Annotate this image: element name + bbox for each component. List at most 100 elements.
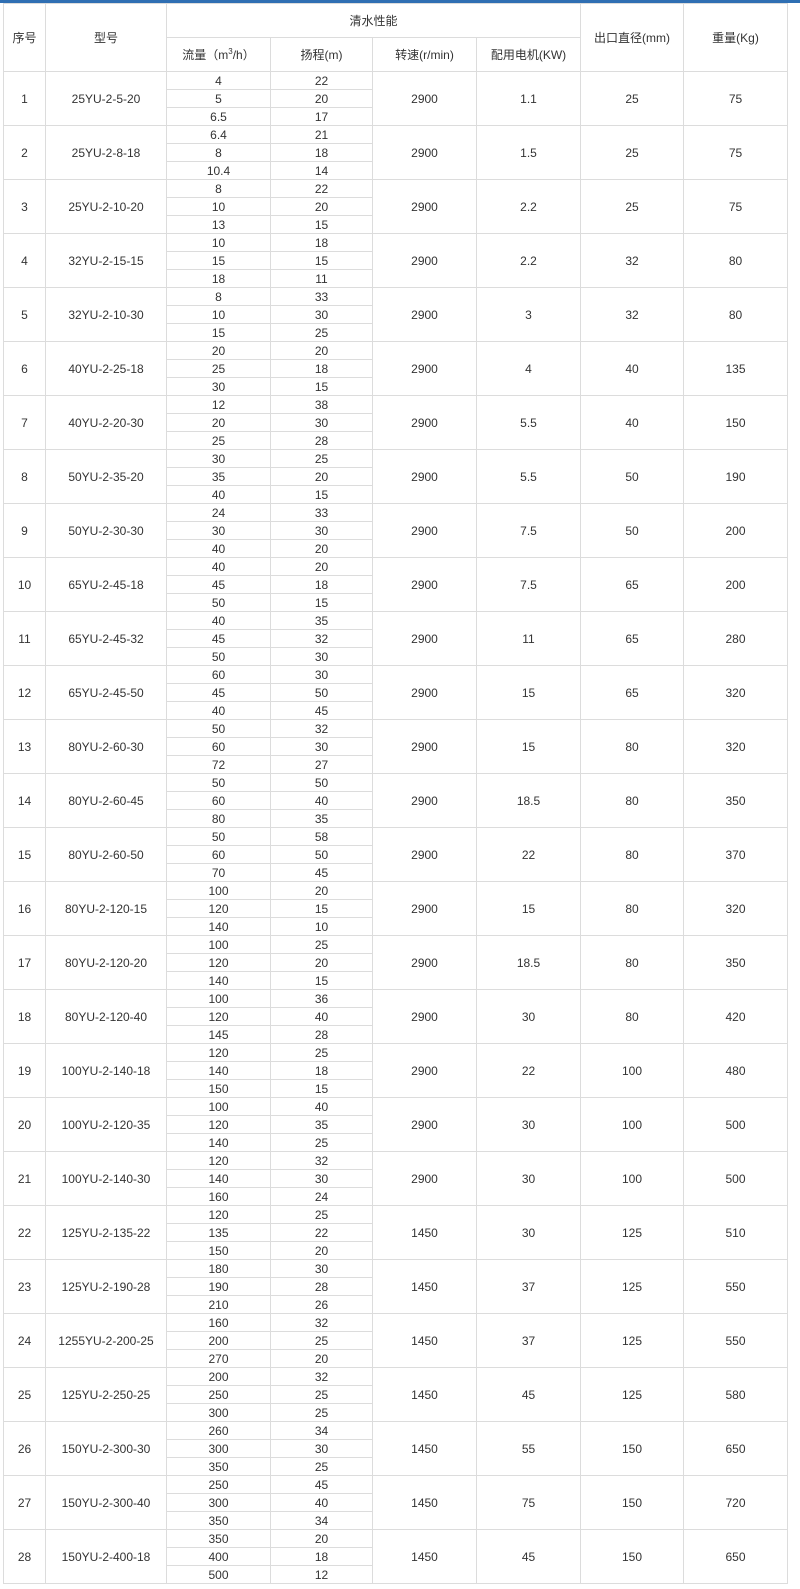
- flow-cell: 140: [166, 1169, 271, 1188]
- model-cell: 40YU-2-25-18: [45, 341, 167, 396]
- flow-cell: 160: [166, 1313, 271, 1332]
- weight-cell: 190: [683, 449, 789, 504]
- head-cell: 15: [270, 593, 373, 612]
- head-cell: 32: [270, 1151, 373, 1170]
- flow-cell: 25: [166, 359, 271, 378]
- head-cell: 18: [270, 143, 373, 162]
- speed-cell: 2900: [372, 1097, 477, 1152]
- row-number: 17: [3, 935, 46, 990]
- head-cell: 25: [270, 1457, 373, 1476]
- outlet-cell: 80: [580, 773, 685, 828]
- table-subrow: 190 28: [4, 1277, 788, 1296]
- weight-cell: 320: [683, 665, 789, 720]
- motor-cell: 30: [475, 1151, 582, 1206]
- outlet-cell: 65: [580, 611, 685, 666]
- outlet-cell: 150: [580, 1475, 685, 1530]
- flow-cell: 45: [166, 575, 271, 594]
- flow-cell: 270: [166, 1349, 271, 1368]
- outlet-cell: 125: [580, 1367, 685, 1422]
- head-cell: 30: [270, 413, 373, 432]
- speed-cell: 2900: [372, 503, 477, 558]
- model-cell: 25YU-2-10-20: [45, 179, 167, 234]
- table-subrow: 120 40: [4, 1007, 788, 1026]
- model-cell: 80YU-2-120-40: [45, 989, 167, 1044]
- table-subrow: 10.4 14: [4, 161, 788, 180]
- row-number: 16: [3, 881, 46, 936]
- flow-cell: 5: [166, 89, 271, 108]
- head-cell: 28: [270, 1025, 373, 1044]
- motor-cell: 11: [475, 611, 582, 666]
- header-head: 扬程(m): [270, 37, 373, 72]
- flow-cell: 120: [166, 1043, 271, 1062]
- speed-cell: 2900: [372, 287, 477, 342]
- flow-cell: 160: [166, 1187, 271, 1206]
- speed-cell: 2900: [372, 773, 477, 828]
- weight-cell: 350: [683, 773, 789, 828]
- head-cell: 30: [270, 737, 373, 756]
- flow-cell: 20: [166, 413, 271, 432]
- table-row: 4 32YU-2-15-15 10 18 2900 2.2 32 80: [3, 233, 789, 288]
- head-cell: 32: [270, 629, 373, 648]
- flow-cell: 300: [166, 1493, 271, 1512]
- flow-cell: 60: [166, 845, 271, 864]
- outlet-cell: 100: [580, 1151, 685, 1206]
- head-cell: 22: [270, 1223, 373, 1242]
- table-row: 17 80YU-2-120-20 100 25 2900 18.5 80 350: [3, 935, 789, 990]
- head-cell: 20: [270, 89, 373, 108]
- row-number: 26: [3, 1421, 46, 1476]
- row-number: 13: [3, 719, 46, 774]
- head-cell: 26: [270, 1295, 373, 1314]
- table-row: 6 40YU-2-25-18 20 20 2900 4 40 135: [3, 341, 789, 396]
- model-cell: 80YU-2-120-20: [45, 935, 167, 990]
- motor-cell: 45: [475, 1529, 582, 1584]
- table-subrow: 140 18: [4, 1061, 788, 1080]
- head-cell: 33: [270, 503, 373, 522]
- weight-cell: 75: [683, 179, 789, 234]
- table-subrow: 140 30: [4, 1169, 788, 1188]
- speed-cell: 2900: [372, 611, 477, 666]
- row-number: 7: [3, 395, 46, 450]
- head-cell: 20: [270, 197, 373, 216]
- table-subrow: 120 15: [4, 899, 788, 918]
- table-subrow: 210 26: [4, 1295, 788, 1314]
- weight-cell: 510: [683, 1205, 789, 1260]
- flow-cell: 350: [166, 1457, 271, 1476]
- motor-cell: 4: [475, 341, 582, 396]
- flow-cell: 40: [166, 557, 271, 576]
- row-number: 18: [3, 989, 46, 1044]
- flow-cell: 4: [166, 71, 271, 90]
- outlet-cell: 80: [580, 989, 685, 1044]
- head-cell: 30: [270, 305, 373, 324]
- head-cell: 18: [270, 1061, 373, 1080]
- head-cell: 25: [270, 323, 373, 342]
- model-cell: 125YU-2-135-22: [45, 1205, 167, 1260]
- model-cell: 125YU-2-190-28: [45, 1259, 167, 1314]
- weight-cell: 500: [683, 1097, 789, 1152]
- flow-cell: 30: [166, 377, 271, 396]
- weight-cell: 150: [683, 395, 789, 450]
- table-row: 28 150YU-2-400-18 350 20 1450 45 150 650: [3, 1529, 789, 1584]
- weight-cell: 420: [683, 989, 789, 1044]
- speed-cell: 1450: [372, 1259, 477, 1314]
- motor-cell: 15: [475, 881, 582, 936]
- flow-cell: 40: [166, 485, 271, 504]
- flow-cell: 10: [166, 233, 271, 252]
- head-cell: 50: [270, 845, 373, 864]
- motor-cell: 75: [475, 1475, 582, 1530]
- head-cell: 22: [270, 179, 373, 198]
- table-row: 7 40YU-2-20-30 12 38 2900 5.5 40 150: [3, 395, 789, 450]
- head-cell: 35: [270, 809, 373, 828]
- head-cell: 20: [270, 557, 373, 576]
- head-cell: 32: [270, 1367, 373, 1386]
- table-subrow: 140 10: [4, 917, 788, 936]
- outlet-cell: 25: [580, 71, 685, 126]
- row-number: 28: [3, 1529, 46, 1584]
- table-subrow: 80 35: [4, 809, 788, 828]
- weight-cell: 350: [683, 935, 789, 990]
- weight-cell: 550: [683, 1313, 789, 1368]
- motor-cell: 22: [475, 827, 582, 882]
- table-subrow: 50 15: [4, 593, 788, 612]
- motor-cell: 7.5: [475, 557, 582, 612]
- head-cell: 28: [270, 1277, 373, 1296]
- row-number: 2: [3, 125, 46, 180]
